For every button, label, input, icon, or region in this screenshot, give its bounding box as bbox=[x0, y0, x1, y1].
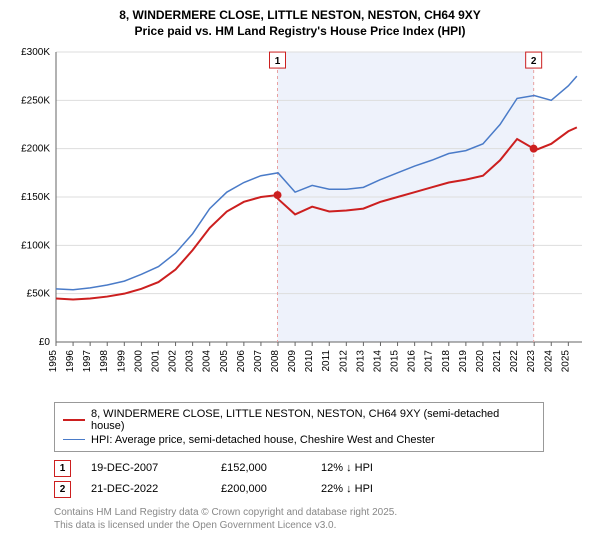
sale-marker: 2 bbox=[54, 481, 71, 498]
svg-text:2013: 2013 bbox=[355, 349, 366, 372]
svg-text:1996: 1996 bbox=[65, 349, 76, 372]
svg-text:1997: 1997 bbox=[82, 349, 93, 372]
footer-line1: Contains HM Land Registry data © Crown c… bbox=[54, 506, 590, 519]
svg-text:2019: 2019 bbox=[458, 349, 469, 372]
sale-row: 2 21-DEC-2022 £200,000 22% ↓ HPI bbox=[54, 479, 590, 500]
chart-plot: £0 £50K £100K £150K £200K £250K £300K 1995 1996 1… bbox=[10, 44, 590, 394]
legend-label: 8, WINDERMERE CLOSE, LITTLE NESTON, NEST… bbox=[91, 408, 535, 432]
legend-item: 8, WINDERMERE CLOSE, LITTLE NESTON, NEST… bbox=[63, 407, 535, 433]
sale-marker: 1 bbox=[54, 460, 71, 477]
svg-text:2020: 2020 bbox=[475, 349, 486, 372]
legend-swatch bbox=[63, 439, 85, 440]
svg-text:2006: 2006 bbox=[236, 349, 247, 372]
legend-item: HPI: Average price, semi-detached house,… bbox=[63, 433, 535, 447]
sales-list: 1 19-DEC-2007 £152,000 12% ↓ HPI 2 21-DEC-202… bbox=[54, 458, 590, 500]
svg-text:£250K: £250K bbox=[21, 95, 50, 106]
svg-text:2004: 2004 bbox=[202, 349, 213, 372]
sale-date: 21-DEC-2022 bbox=[91, 483, 201, 495]
sale-row: 1 19-DEC-2007 £152,000 12% ↓ HPI bbox=[54, 458, 590, 479]
legend-swatch bbox=[63, 419, 85, 421]
legend-box: 8, WINDERMERE CLOSE, LITTLE NESTON, NEST… bbox=[54, 402, 544, 452]
chart-title-line1: 8, WINDERMERE CLOSE, LITTLE NESTON, NEST… bbox=[10, 8, 590, 24]
sale-price: £152,000 bbox=[221, 462, 301, 474]
svg-text:2017: 2017 bbox=[424, 349, 435, 372]
footer-line2: This data is licensed under the Open Gov… bbox=[54, 519, 590, 532]
svg-text:£200K: £200K bbox=[21, 143, 50, 154]
svg-text:£0: £0 bbox=[39, 337, 51, 348]
svg-text:2: 2 bbox=[531, 56, 537, 67]
svg-text:2018: 2018 bbox=[441, 349, 452, 372]
svg-text:2025: 2025 bbox=[560, 349, 571, 372]
svg-text:£50K: £50K bbox=[27, 288, 51, 299]
sale-diff: 12% ↓ HPI bbox=[321, 462, 411, 474]
footer-attribution: Contains HM Land Registry data © Crown c… bbox=[54, 506, 590, 532]
svg-text:2015: 2015 bbox=[390, 349, 401, 372]
svg-text:2000: 2000 bbox=[133, 349, 144, 372]
svg-text:£150K: £150K bbox=[21, 192, 50, 203]
svg-text:2024: 2024 bbox=[543, 349, 554, 372]
svg-text:2005: 2005 bbox=[219, 349, 230, 372]
svg-text:2014: 2014 bbox=[372, 349, 383, 372]
sale-date: 19-DEC-2007 bbox=[91, 462, 201, 474]
svg-text:£300K: £300K bbox=[21, 47, 50, 58]
svg-text:2023: 2023 bbox=[526, 349, 537, 372]
svg-text:2008: 2008 bbox=[270, 349, 281, 372]
svg-text:2021: 2021 bbox=[492, 349, 503, 372]
svg-text:2001: 2001 bbox=[150, 349, 161, 372]
svg-text:2022: 2022 bbox=[509, 349, 520, 372]
svg-text:2016: 2016 bbox=[407, 349, 418, 372]
chart-title-line2: Price paid vs. HM Land Registry's House … bbox=[10, 24, 590, 38]
svg-text:2002: 2002 bbox=[168, 349, 179, 372]
svg-text:2003: 2003 bbox=[185, 349, 196, 372]
svg-text:1998: 1998 bbox=[99, 349, 110, 372]
sale-price: £200,000 bbox=[221, 483, 301, 495]
svg-text:1999: 1999 bbox=[116, 349, 127, 372]
svg-text:£100K: £100K bbox=[21, 240, 50, 251]
svg-text:2011: 2011 bbox=[321, 349, 332, 371]
svg-text:1: 1 bbox=[275, 56, 281, 67]
sale-diff: 22% ↓ HPI bbox=[321, 483, 411, 495]
svg-text:2010: 2010 bbox=[304, 349, 315, 372]
legend-label: HPI: Average price, semi-detached house,… bbox=[91, 434, 435, 446]
svg-text:1995: 1995 bbox=[48, 349, 59, 372]
svg-text:2012: 2012 bbox=[338, 349, 349, 372]
svg-text:2009: 2009 bbox=[287, 349, 298, 372]
svg-text:2007: 2007 bbox=[253, 349, 264, 372]
chart-container: 8, WINDERMERE CLOSE, LITTLE NESTON, NEST… bbox=[0, 0, 600, 538]
